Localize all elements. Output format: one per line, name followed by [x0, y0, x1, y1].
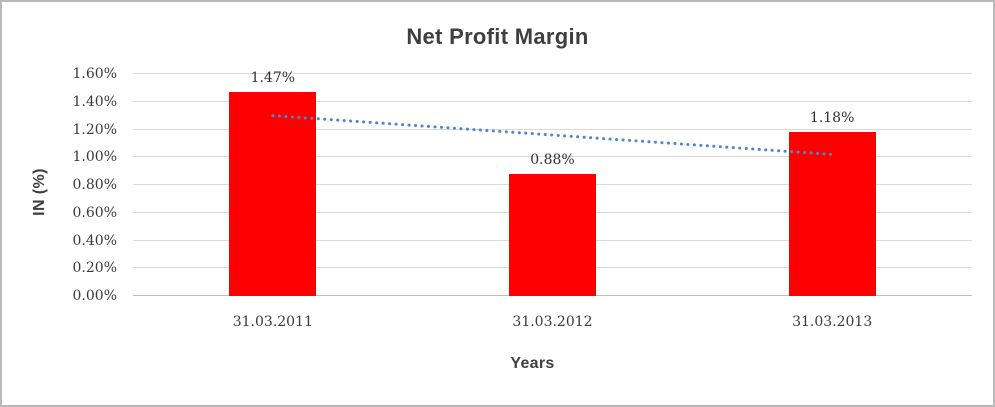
x-axis-category-labels: 31.03.2011 31.03.2012 31.03.2013: [133, 314, 972, 336]
bar-value-label: 1.47%: [250, 70, 296, 87]
plot-area: 1.47% 0.88% 1.18%: [133, 70, 972, 296]
x-category-label: 31.03.2012: [512, 314, 593, 330]
x-category-label: 31.03.2011: [232, 314, 313, 330]
bar-1: [229, 92, 317, 296]
y-tick-label: 1.40%: [72, 93, 117, 110]
y-tick-label: 0.40%: [72, 232, 117, 249]
y-tick-label: 0.00%: [72, 288, 117, 304]
gridline: [133, 156, 972, 158]
y-tick-label: 0.60%: [72, 204, 117, 221]
y-tick-label: 0.80%: [72, 177, 117, 193]
y-tick-label: 1.20%: [72, 121, 117, 138]
bar-value-label: 0.88%: [530, 151, 575, 168]
bar-2: [509, 173, 596, 296]
y-tick-label: 0.20%: [72, 260, 117, 277]
y-tick-label: 1.60%: [72, 66, 117, 82]
gridline: [133, 100, 972, 102]
x-category-label: 31.03.2013: [792, 314, 873, 330]
gridline: [133, 73, 972, 74]
bar-3: [788, 132, 876, 296]
y-axis-tick-labels: 0.00% 0.20% 0.40% 0.60% 0.80% 1.00% 1.20% 1.40%…: [2, 66, 123, 304]
chart-title: Net Profit Margin: [406, 24, 589, 49]
bar-value-label: 1.18%: [809, 110, 855, 127]
x-axis-title: Years: [510, 355, 555, 372]
y-tick-label: 1.00%: [72, 149, 117, 166]
